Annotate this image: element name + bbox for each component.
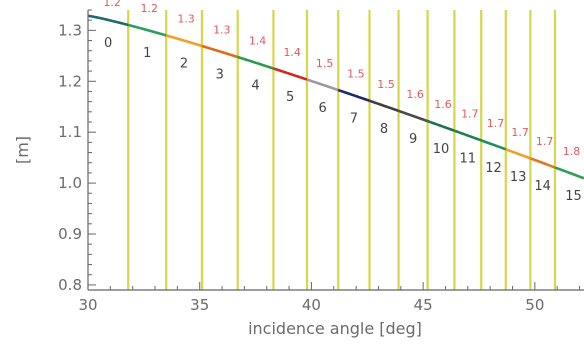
x-tick-label: 45 (414, 296, 433, 314)
segment-ratio-label: 1.6 (434, 98, 452, 111)
segment-ratio-label: 1.7 (461, 108, 479, 121)
segment-index-label: 3 (216, 67, 224, 82)
y-tick-label: 1.1 (58, 123, 82, 141)
curve-segment-0 (87, 14, 129, 27)
segment-index-label: 5 (286, 90, 294, 105)
segment-index-label: 14 (534, 179, 551, 194)
y-tick-label: 1.0 (58, 174, 82, 192)
y-axis-title: [m] (13, 136, 32, 164)
segment-index-label: 9 (409, 132, 417, 147)
segment-ratio-label: 1.4 (249, 35, 267, 48)
segment-index-label: 15 (565, 189, 582, 204)
segment-ratio-label: 1.7 (536, 135, 554, 148)
curve-segment-12 (480, 139, 507, 151)
curve-segment-10 (427, 119, 455, 132)
segment-ratio-label: 1.7 (487, 117, 505, 130)
curve-segment-9 (398, 109, 429, 123)
axes: 30 35 40 45 500.80.91.01.11.21.3 (58, 9, 584, 314)
segment-index-label: 6 (318, 101, 326, 116)
segment-ratio-label: 1.5 (316, 57, 334, 70)
x-tick-label: 35 (190, 296, 209, 314)
segment-labels: 0 1.2 1 1.2 2 1.3 3 1.3 4 1.4 5 1.4 6 1.5 7 1.5 8 1.5 9 1.6… (103, 0, 581, 204)
curve-segment-3 (201, 44, 239, 59)
segment-ratio-label: 1.3 (177, 13, 195, 26)
y-tick-label: 1.3 (58, 21, 82, 39)
segment-index-label: 7 (350, 111, 358, 126)
segment-index-label: 8 (380, 122, 388, 137)
curve-segment-7 (337, 88, 370, 102)
curve-segment-15 (554, 166, 584, 180)
y-tick-label: 0.9 (58, 225, 82, 243)
segment-ratio-label: 1.6 (406, 88, 424, 101)
curve-segments (87, 14, 584, 180)
curve-segment-8 (369, 99, 399, 113)
segment-ratio-label: 1.5 (377, 78, 395, 91)
curve-segment-4 (237, 55, 274, 70)
segment-index-label: 0 (104, 36, 112, 51)
x-tick-label: 50 (525, 296, 544, 314)
curve-segment-2 (165, 34, 203, 48)
curve-segment-5 (273, 67, 308, 81)
curve-segment-11 (453, 129, 482, 142)
x-axis-title: incidence angle [deg] (248, 319, 422, 338)
segment-index-label: 10 (433, 142, 450, 157)
segment-ratio-label: 1.2 (103, 0, 121, 9)
curve-segment-6 (306, 78, 339, 92)
curve-segment-13 (505, 148, 531, 160)
segment-ratio-label: 1.3 (213, 23, 231, 36)
x-tick-label: 40 (302, 296, 321, 314)
segment-index-label: 4 (251, 79, 259, 94)
segment-index-label: 1 (143, 46, 151, 61)
segment-index-label: 13 (510, 170, 527, 185)
segment-ratio-label: 1.5 (347, 67, 365, 80)
segment-ratio-label: 1.7 (511, 126, 529, 139)
curve-segment-14 (529, 157, 556, 169)
segment-index-label: 11 (460, 152, 477, 167)
segment-ratio-label: 1.4 (283, 46, 301, 59)
y-tick-label: 1.2 (58, 72, 82, 90)
y-tick-label: 0.8 (58, 276, 82, 294)
boundary-lines (127, 10, 557, 290)
segment-ratio-label: 1.8 (563, 145, 581, 158)
x-tick-label: 30 (78, 296, 97, 314)
segment-ratio-label: 1.2 (140, 2, 158, 15)
segment-index-label: 2 (180, 57, 188, 72)
segment-index-label: 12 (485, 161, 502, 176)
curve-segment-1 (127, 23, 167, 37)
